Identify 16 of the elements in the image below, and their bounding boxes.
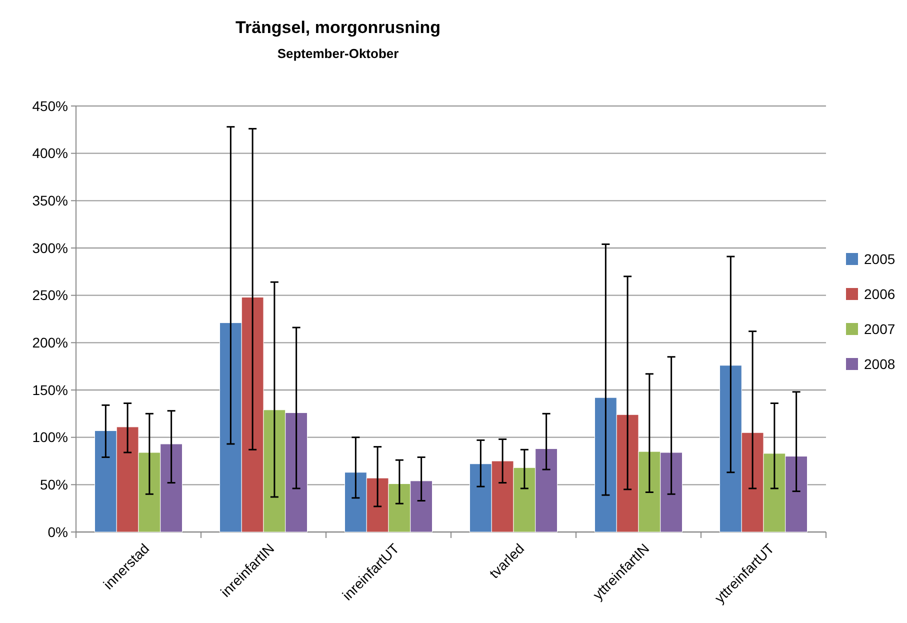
y-tick-label: 300% <box>32 240 68 256</box>
y-tick-label: 200% <box>32 334 68 351</box>
y-tick-label: 0% <box>48 524 68 540</box>
y-tick-label: 50% <box>40 476 68 493</box>
y-tick-label: 100% <box>32 429 68 446</box>
legend-label: 2006 <box>864 286 896 302</box>
chart-title: Trängsel, morgonrusning <box>236 18 440 37</box>
y-tick-label: 450% <box>32 98 68 114</box>
y-tick-label: 250% <box>32 287 68 304</box>
legend-label: 2005 <box>864 250 896 267</box>
legend-label: 2008 <box>864 356 896 372</box>
y-tick-label: 150% <box>32 382 68 398</box>
chart-subtitle: September-Oktober <box>277 46 399 61</box>
y-tick-label: 350% <box>32 192 68 209</box>
y-tick-label: 400% <box>32 145 68 162</box>
legend-label: 2007 <box>864 320 896 337</box>
